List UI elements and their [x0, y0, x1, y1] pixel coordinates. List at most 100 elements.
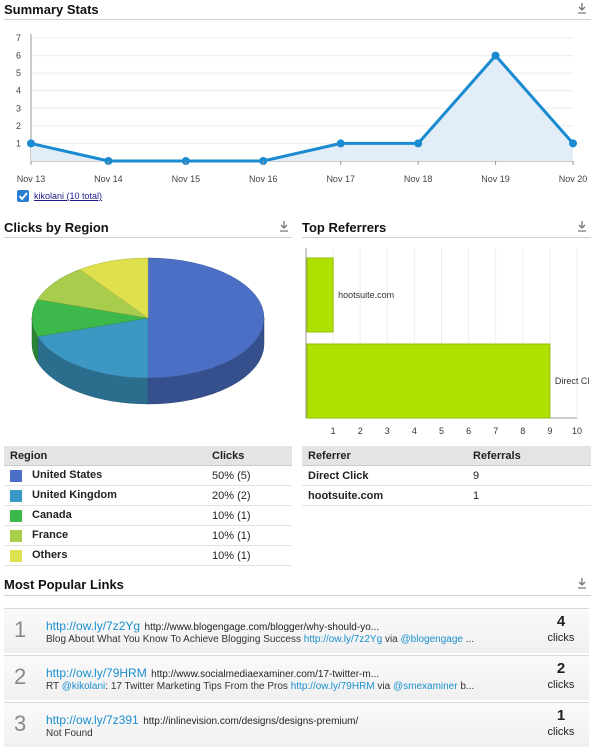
data-point	[336, 139, 345, 148]
link-rank: 2	[14, 664, 27, 689]
chart-legend[interactable]: kikolani (10 total)	[17, 190, 102, 202]
region-name: France	[32, 529, 69, 542]
pie-slice	[147, 257, 265, 379]
x-tick-label: Nov 19	[481, 174, 510, 184]
bar	[306, 343, 551, 419]
long-url: http://www.socialmediaexaminer.com/17-tw…	[151, 669, 380, 680]
x-tick-label: 1	[331, 426, 336, 436]
x-tick-label: Nov 17	[326, 174, 355, 184]
link-rank: 3	[14, 711, 27, 736]
y-tick-label: 1	[16, 138, 21, 148]
region-name: Others	[32, 549, 68, 562]
table-row: Canada 10% (1)	[4, 505, 292, 526]
download-icon	[280, 221, 288, 232]
referrer-count: 1	[467, 485, 591, 506]
referrer-name: Direct Click	[302, 465, 467, 486]
x-tick-label: 7	[493, 426, 498, 436]
table-row: Direct Click 9	[302, 465, 591, 486]
x-tick-label: Nov 18	[404, 174, 433, 184]
referrers-divider	[302, 237, 591, 238]
pie-slice	[37, 317, 149, 379]
list-item: 2 http://ow.ly/79HRM http://www.socialme…	[4, 655, 589, 700]
x-tick-label: 9	[547, 426, 552, 436]
x-tick-label: Nov 13	[17, 174, 46, 184]
x-tick-label: Nov 14	[94, 174, 123, 184]
table-row: United Kingdom 20% (2)	[4, 485, 292, 506]
desc-link[interactable]: http://ow.ly/7z2Yg	[303, 634, 383, 645]
link-description: Not Found	[46, 728, 93, 739]
region-table: Region Clicks United States 50% (5) Unit…	[4, 446, 292, 566]
table-row: Others 10% (1)	[4, 545, 292, 566]
legend-label[interactable]: kikolani (10 total)	[34, 191, 103, 201]
color-swatch	[10, 549, 22, 562]
x-tick-label: 8	[520, 426, 525, 436]
x-tick-label: Nov 16	[249, 174, 278, 184]
referrals-header: Referrals	[467, 446, 591, 466]
bar-label: hootsuite.com	[338, 290, 394, 300]
popular-divider	[4, 595, 591, 596]
short-link[interactable]: http://ow.ly/7z391	[46, 713, 139, 727]
summary-download-icon[interactable]	[577, 3, 587, 14]
download-icon	[578, 578, 586, 589]
y-tick-label: 5	[16, 68, 21, 78]
link-description: Blog About What You Know To Achieve Blog…	[46, 634, 475, 645]
summary-stats-title: Summary Stats	[4, 2, 99, 17]
referrers-table: Referrer Referrals Direct Click 9 hootsu…	[302, 446, 591, 506]
region-name: Canada	[32, 509, 72, 522]
x-tick-label: Nov 20	[559, 174, 588, 184]
list-item: 3 http://ow.ly/7z391 http://inlinevision…	[4, 702, 589, 747]
color-swatch	[10, 529, 22, 542]
bar	[306, 257, 334, 333]
x-tick-label: 2	[358, 426, 363, 436]
table-row: France 10% (1)	[4, 525, 292, 546]
data-point	[491, 51, 500, 60]
region-divider	[4, 237, 292, 238]
data-point	[569, 139, 577, 148]
series-line	[30, 53, 575, 163]
color-swatch	[10, 509, 22, 522]
data-point	[27, 139, 35, 148]
x-tick-label: Nov 15	[172, 174, 201, 184]
download-icon	[578, 3, 586, 14]
clicks-header: Clicks	[206, 446, 292, 466]
popular-download-icon[interactable]	[577, 578, 587, 589]
pie-slice	[79, 257, 149, 319]
y-tick-label: 7	[16, 33, 21, 43]
region-clicks: 20% (2)	[206, 485, 292, 506]
table-row: United States 50% (5)	[4, 465, 292, 486]
referrers-download-icon[interactable]	[577, 221, 587, 232]
legend-checkbox[interactable]	[17, 190, 29, 202]
desc-link[interactable]: http://ow.ly/79HRM	[290, 681, 375, 692]
most-popular-links-title: Most Popular Links	[4, 577, 124, 592]
pie-slice	[31, 299, 149, 337]
long-url: http://www.blogengage.com/blogger/why-sh…	[144, 622, 380, 633]
table-row: hootsuite.com 1	[302, 485, 591, 506]
y-tick-label: 2	[16, 121, 21, 131]
short-link[interactable]: http://ow.ly/79HRM	[46, 666, 147, 680]
clicks-by-region-title: Clicks by Region	[4, 220, 109, 235]
color-swatch	[10, 469, 22, 482]
x-tick-label: 6	[466, 426, 471, 436]
referrer-count: 9	[467, 465, 591, 486]
referrer-name: hootsuite.com	[302, 485, 467, 506]
y-tick-label: 4	[16, 86, 21, 96]
x-tick-label: 10	[572, 426, 582, 436]
x-tick-label: 3	[385, 426, 390, 436]
link-rank: 1	[14, 617, 27, 642]
short-link[interactable]: http://ow.ly/7z2Yg	[46, 619, 141, 633]
data-point	[414, 139, 423, 148]
desc-user[interactable]: @blogengage	[400, 634, 463, 645]
region-clicks: 10% (1)	[206, 545, 292, 566]
region-clicks: 10% (1)	[206, 525, 292, 546]
region-download-icon[interactable]	[279, 221, 289, 232]
desc-user[interactable]: @smexaminer	[392, 681, 458, 692]
y-tick-label: 3	[16, 103, 21, 113]
color-swatch	[10, 489, 22, 502]
bar-label: Direct Cl	[555, 376, 590, 386]
desc-user[interactable]: @kikolani	[61, 681, 106, 692]
download-icon	[578, 221, 586, 232]
summary-line-chart: 1 2 3 4 5 6 7 Nov 13 Nov 14 Nov 15 Nov 16 Nov 17 Nov…	[16, 33, 588, 184]
check-icon	[18, 192, 28, 201]
region-name: United Kingdom	[32, 489, 117, 502]
region-clicks: 50% (5)	[206, 465, 292, 486]
